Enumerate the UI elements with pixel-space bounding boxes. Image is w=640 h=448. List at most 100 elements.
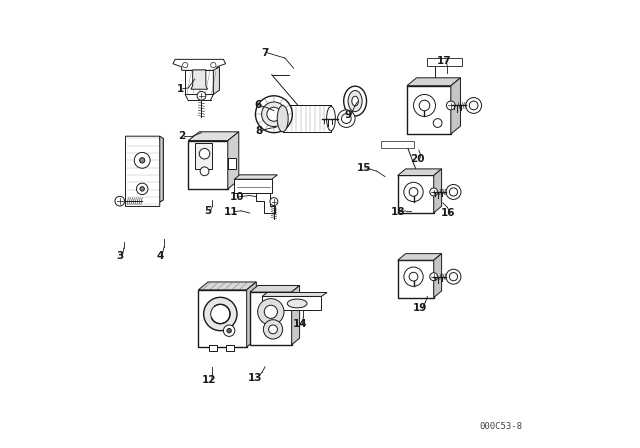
Circle shape [199, 148, 210, 159]
Bar [228, 158, 236, 169]
Text: 16: 16 [441, 208, 456, 218]
Text: 1: 1 [177, 84, 184, 94]
Polygon shape [434, 169, 442, 213]
Circle shape [337, 110, 355, 127]
Circle shape [413, 95, 435, 116]
Circle shape [140, 187, 145, 191]
Text: 4: 4 [156, 250, 163, 261]
Ellipse shape [326, 107, 335, 131]
Circle shape [446, 185, 461, 199]
Circle shape [136, 183, 148, 194]
Circle shape [267, 107, 281, 121]
Text: 18: 18 [391, 207, 405, 217]
Polygon shape [262, 293, 327, 297]
Bar [250, 292, 292, 345]
Polygon shape [397, 254, 442, 260]
Circle shape [258, 299, 284, 325]
Ellipse shape [344, 86, 367, 116]
Bar [195, 143, 212, 169]
Circle shape [449, 188, 458, 196]
Circle shape [115, 196, 125, 206]
Polygon shape [257, 193, 275, 213]
Bar [381, 142, 413, 148]
Circle shape [404, 267, 423, 286]
Circle shape [404, 182, 423, 202]
Polygon shape [250, 285, 300, 292]
Text: 6: 6 [254, 100, 261, 111]
Polygon shape [213, 67, 220, 95]
Circle shape [200, 167, 209, 176]
Bar [188, 141, 228, 189]
Circle shape [134, 152, 150, 168]
Circle shape [227, 328, 231, 333]
Circle shape [204, 297, 237, 331]
Polygon shape [173, 59, 226, 70]
Polygon shape [228, 132, 239, 189]
Circle shape [197, 91, 206, 100]
Text: 17: 17 [436, 56, 451, 66]
Text: 5: 5 [204, 206, 212, 216]
Circle shape [182, 62, 188, 68]
Polygon shape [451, 78, 461, 134]
Bar [226, 345, 234, 351]
Text: 14: 14 [293, 319, 308, 329]
Bar [397, 176, 434, 213]
Circle shape [409, 272, 418, 281]
Circle shape [270, 198, 278, 206]
Circle shape [446, 269, 461, 284]
Bar [262, 297, 321, 310]
Text: 2: 2 [178, 131, 186, 141]
Polygon shape [125, 136, 163, 207]
Text: 10: 10 [229, 192, 244, 202]
Text: 20: 20 [410, 154, 425, 164]
Circle shape [264, 320, 283, 339]
Circle shape [223, 325, 235, 336]
Polygon shape [397, 169, 442, 176]
Circle shape [211, 304, 230, 323]
Bar [185, 70, 213, 95]
Polygon shape [246, 282, 257, 347]
Text: 7: 7 [261, 48, 269, 58]
Bar [397, 260, 434, 297]
Text: 9: 9 [345, 110, 352, 120]
Circle shape [469, 101, 478, 110]
Circle shape [269, 325, 277, 334]
Text: 3: 3 [116, 250, 124, 261]
Circle shape [140, 158, 145, 163]
Polygon shape [188, 132, 239, 141]
Circle shape [466, 98, 481, 113]
Circle shape [433, 119, 442, 127]
Circle shape [419, 100, 430, 111]
Circle shape [342, 114, 351, 124]
Polygon shape [407, 78, 461, 86]
Ellipse shape [277, 105, 288, 132]
Text: 12: 12 [202, 375, 216, 385]
Text: 000C53-8: 000C53-8 [479, 422, 522, 431]
Polygon shape [292, 285, 300, 345]
Circle shape [262, 102, 286, 126]
Text: 11: 11 [224, 207, 239, 217]
Bar [283, 105, 331, 132]
Bar [234, 179, 272, 193]
Ellipse shape [348, 90, 362, 112]
Ellipse shape [287, 299, 307, 308]
Circle shape [255, 96, 292, 133]
Circle shape [264, 305, 277, 319]
Circle shape [449, 272, 458, 281]
Bar [198, 290, 246, 347]
Polygon shape [434, 254, 442, 297]
Circle shape [447, 101, 455, 110]
Circle shape [430, 273, 438, 280]
Bar [427, 58, 462, 66]
Circle shape [211, 62, 216, 68]
Polygon shape [234, 175, 277, 179]
Ellipse shape [352, 96, 358, 106]
Text: 19: 19 [413, 303, 428, 313]
Text: 15: 15 [356, 163, 371, 173]
Polygon shape [191, 70, 207, 89]
Bar [209, 345, 217, 351]
Polygon shape [160, 136, 163, 202]
Bar [407, 86, 451, 134]
Circle shape [409, 188, 418, 196]
Circle shape [430, 188, 438, 196]
